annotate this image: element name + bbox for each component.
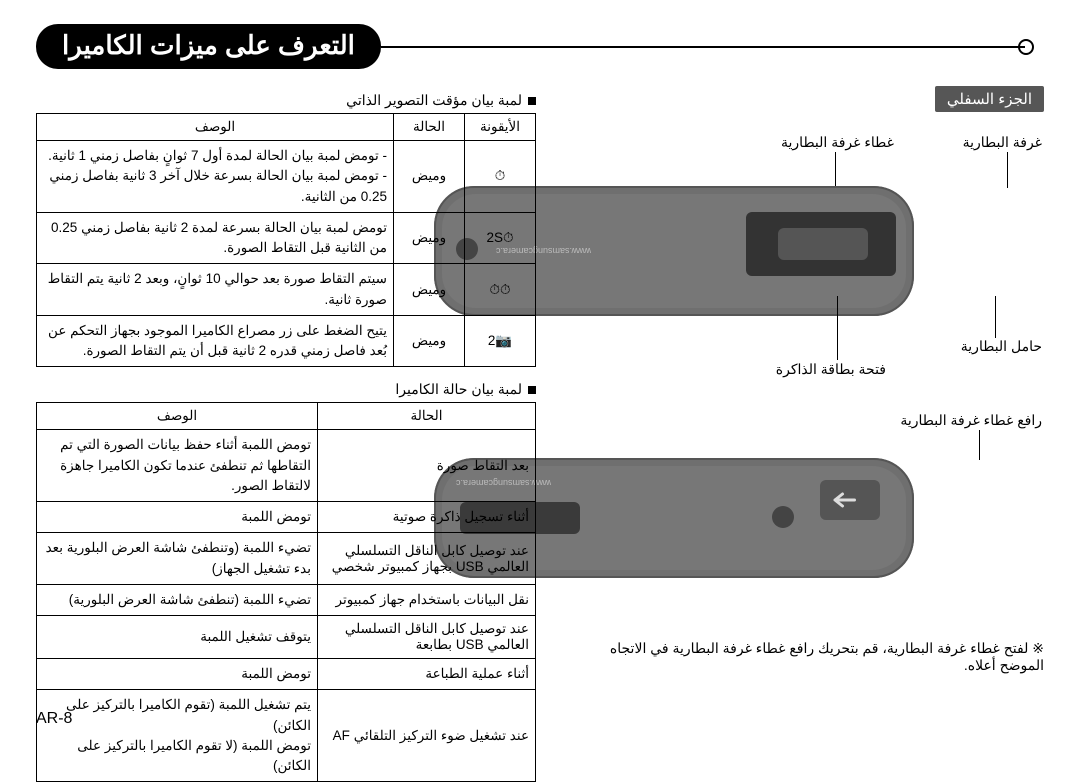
camera-top-figure: غرفة البطارية غطاء غرفة البطارية www.sam…	[564, 146, 1044, 376]
cell-desc: تضيء اللمبة (تنطفئ شاشة العرض البلورية)	[37, 584, 318, 615]
col-state: الحالة	[394, 114, 465, 141]
camera-bottom-figure: رافع غطاء غرفة البطارية www.samsungcamer…	[564, 422, 1044, 632]
cell-desc: تومض اللمبة أثناء حفظ بيانات الصورة التي…	[37, 430, 318, 502]
col-icon: الأيقونة	[465, 114, 536, 141]
footnote-text: ※ لفتح غطاء غرفة البطارية، قم بتحريك راف…	[610, 640, 1044, 673]
label-battery-chamber: غرفة البطارية	[963, 134, 1042, 151]
footnote: ※ لفتح غطاء غرفة البطارية، قم بتحريك راف…	[564, 640, 1044, 674]
cell-state: أثناء تسجيل ذاكرة صوتية	[318, 502, 536, 533]
bullet-icon	[528, 97, 536, 105]
cell-desc: تومض اللمبة	[37, 659, 318, 690]
label-battery-cover: غطاء غرفة البطارية	[781, 134, 894, 151]
right-column: الجزء السفلي غرفة البطارية غطاء غرفة الب…	[564, 30, 1044, 686]
cell-desc: تومض لمبة بيان الحالة بسرعة لمدة 2 ثانية…	[37, 212, 394, 264]
status-table: الحالة الوصف بعد التقاط صورة تومض اللمبة…	[36, 402, 536, 782]
table-row: نقل البيانات باستخدام جهاز كمبيوتر تضيء …	[37, 584, 536, 615]
table-row: ⏱ وميض - تومض لمبة بيان الحالة لمدة أول …	[37, 141, 536, 213]
cell-state: نقل البيانات باستخدام جهاز كمبيوتر	[318, 584, 536, 615]
timer-table-caption-text: لمبة بيان مؤقت التصوير الذاتي	[346, 92, 522, 109]
status-table-caption-text: لمبة بيان حالة الكاميرا	[395, 381, 522, 398]
cell-icon: ⏱	[465, 141, 536, 213]
table-row: بعد التقاط صورة تومض اللمبة أثناء حفظ بي…	[37, 430, 536, 502]
table-row: 📷2 وميض يتيح الضغط على زر مصراع الكاميرا…	[37, 315, 536, 367]
cell-state: عند تشغيل ضوء التركيز التلقائي AF	[318, 690, 536, 782]
table-row: ⏱⏱ وميض سيتم التقاط صورة بعد حوالي 10 ثو…	[37, 264, 536, 316]
cell-desc: يتوقف تشغيل اللمبة	[37, 616, 318, 659]
label-card-slot: فتحة بطاقة الذاكرة	[776, 361, 886, 378]
label-cover-latch: رافع غطاء غرفة البطارية	[900, 412, 1042, 429]
cell-state: عند توصيل كابل الناقل التسلسلي العالمي U…	[318, 616, 536, 659]
label-battery-holder: حامل البطارية	[961, 338, 1042, 355]
table-row: عند توصيل كابل الناقل التسلسلي العالمي U…	[37, 533, 536, 585]
timer-table: الأيقونة الحالة الوصف ⏱ وميض - تومض لمبة…	[36, 113, 536, 367]
bullet-icon	[528, 386, 536, 394]
cell-desc: سيتم التقاط صورة بعد حوالي 10 ثوانٍ، وبع…	[37, 264, 394, 316]
cell-desc: - تومض لمبة بيان الحالة لمدة أول 7 ثوانٍ…	[37, 141, 394, 213]
table-row: ⏱2S وميض تومض لمبة بيان الحالة بسرعة لمد…	[37, 212, 536, 264]
cell-state: وميض	[394, 212, 465, 264]
page-number-text: AR-8	[36, 710, 72, 727]
status-table-caption: لمبة بيان حالة الكاميرا	[36, 381, 536, 398]
open-direction-arrow	[820, 480, 880, 520]
cell-icon: ⏱2S	[465, 212, 536, 264]
cell-icon: 📷2	[465, 315, 536, 367]
table-row: أثناء تسجيل ذاكرة صوتية تومض اللمبة	[37, 502, 536, 533]
table-row: عند توصيل كابل الناقل التسلسلي العالمي U…	[37, 616, 536, 659]
cell-state: وميض	[394, 141, 465, 213]
page-number: AR-8	[36, 710, 72, 728]
bottom-view-header-text: الجزء السفلي	[947, 91, 1032, 108]
col-desc: الوصف	[37, 403, 318, 430]
cell-state: وميض	[394, 315, 465, 367]
table-row: عند تشغيل ضوء التركيز التلقائي AF يتم تش…	[37, 690, 536, 782]
timer-table-caption: لمبة بيان مؤقت التصوير الذاتي	[36, 92, 536, 109]
col-desc: الوصف	[37, 114, 394, 141]
cell-state: عند توصيل كابل الناقل التسلسلي العالمي U…	[318, 533, 536, 585]
table-row: أثناء عملية الطباعة تومض اللمبة	[37, 659, 536, 690]
col-state: الحالة	[318, 403, 536, 430]
left-column: لمبة بيان مؤقت التصوير الذاتي الأيقونة ا…	[36, 30, 536, 686]
cell-state: وميض	[394, 264, 465, 316]
cell-desc: تومض اللمبة	[37, 502, 318, 533]
table-row: الأيقونة الحالة الوصف	[37, 114, 536, 141]
cell-icon: ⏱⏱	[465, 264, 536, 316]
cell-state: أثناء عملية الطباعة	[318, 659, 536, 690]
table-row: الحالة الوصف	[37, 403, 536, 430]
cell-desc: يتم تشغيل اللمبة (تقوم الكاميرا بالتركيز…	[37, 690, 318, 782]
cell-state: بعد التقاط صورة	[318, 430, 536, 502]
cell-desc: تضيء اللمبة (وتنطفئ شاشة العرض البلورية …	[37, 533, 318, 585]
bottom-view-header: الجزء السفلي	[935, 86, 1044, 112]
cell-desc: يتيح الضغط على زر مصراع الكاميرا الموجود…	[37, 315, 394, 367]
